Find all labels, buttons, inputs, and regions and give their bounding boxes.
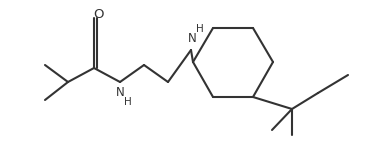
Text: H: H (196, 24, 204, 34)
Text: N: N (116, 86, 124, 100)
Text: O: O (94, 8, 104, 20)
Text: H: H (124, 97, 132, 107)
Text: N: N (187, 33, 197, 45)
